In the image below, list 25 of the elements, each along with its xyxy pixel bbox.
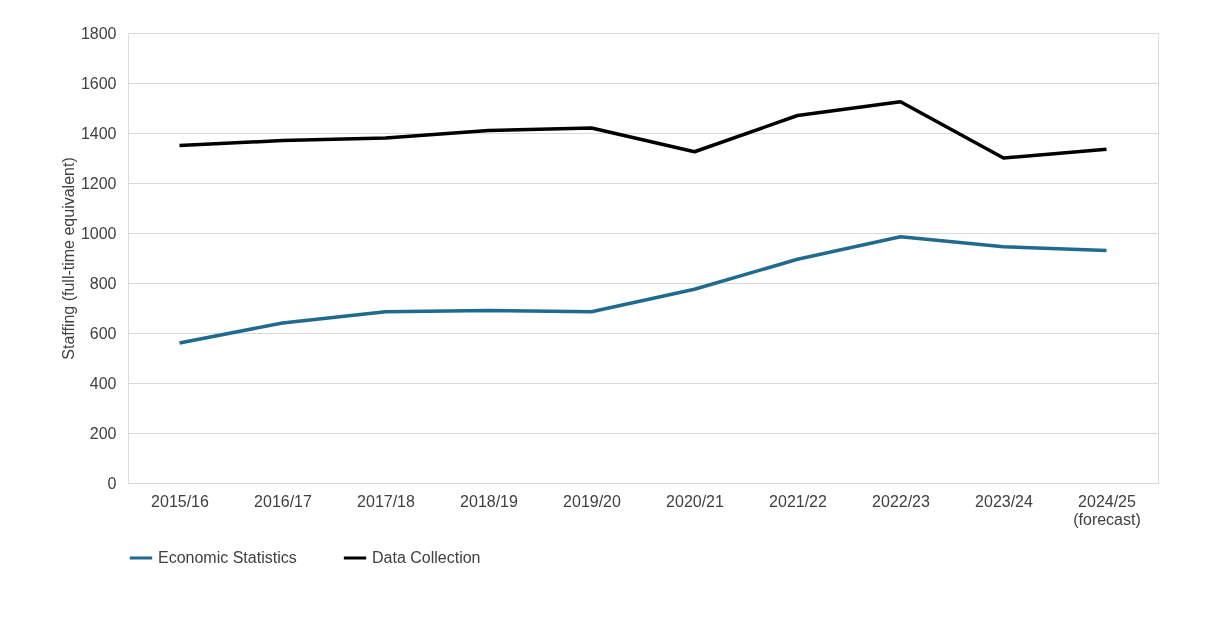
- y-axis-title: Staffing (full-time equivalent): [59, 157, 77, 360]
- line-series: [177, 100, 1109, 160]
- legend-label: Economic Statistics: [158, 549, 297, 566]
- legend-label: Data Collection: [372, 549, 481, 566]
- x-tick-label: 2019/20: [563, 492, 622, 510]
- y-tick-label: 0: [107, 474, 117, 492]
- x-tick-label: 2021/22: [769, 492, 828, 510]
- x-tick-label: 2015/16: [151, 492, 210, 510]
- y-tick-label: 400: [89, 374, 117, 392]
- x-tick-label: 2016/17: [254, 492, 313, 510]
- y-tick-label: 1800: [80, 24, 117, 42]
- x-tick-label: 2024/25 (forecast): [1073, 492, 1141, 528]
- x-tick-label: 2018/19: [460, 492, 519, 510]
- x-tick-label: 2020/21: [666, 492, 725, 510]
- y-tick-label: 600: [89, 324, 117, 342]
- y-tick-label: 1000: [80, 224, 117, 242]
- line-series: [177, 235, 1109, 345]
- x-tick-label: 2017/18: [357, 492, 416, 510]
- y-tick-label: 800: [89, 274, 117, 292]
- y-tick-label: 1400: [80, 124, 117, 142]
- y-tick-label: 1600: [80, 74, 117, 92]
- x-tick-label: 2022/23: [872, 492, 931, 510]
- x-tick-label: 2023/24: [975, 492, 1034, 510]
- y-tick-label: 200: [89, 424, 117, 442]
- y-tick-label: 1200: [80, 174, 117, 192]
